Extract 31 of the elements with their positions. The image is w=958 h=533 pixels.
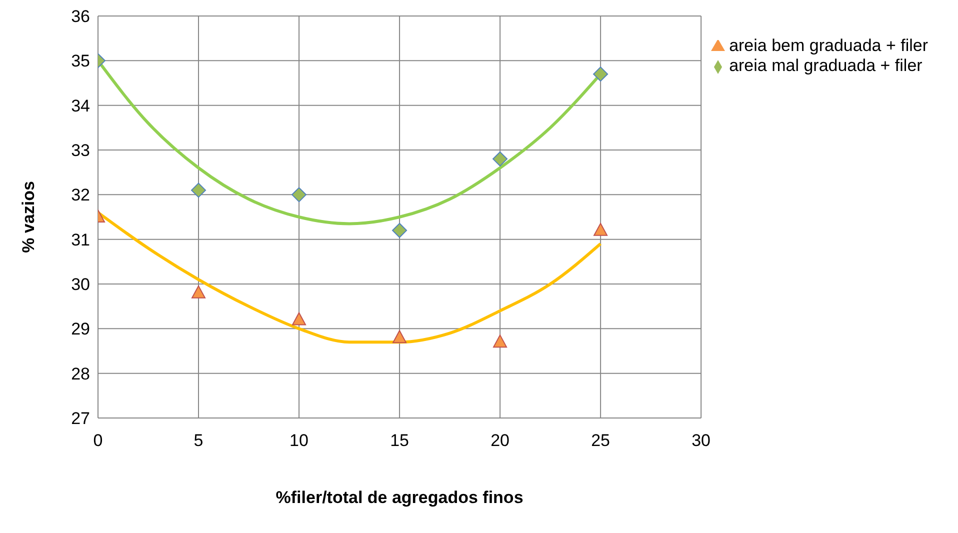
y-axis-title: % vazios	[19, 181, 38, 253]
legend-label: areia bem graduada + filer	[729, 36, 928, 55]
point	[492, 151, 508, 166]
y-tick-label: 35	[71, 52, 90, 71]
x-tick-label: 10	[290, 431, 308, 450]
point	[292, 312, 306, 326]
point	[292, 187, 307, 202]
x-tick-label: 30	[692, 431, 711, 450]
y-tick-label: 30	[71, 275, 90, 294]
x-tick-label: 15	[390, 431, 409, 450]
y-tick-label: 31	[71, 230, 90, 250]
x-axis-title: %filer/total de agregados finos	[276, 488, 524, 507]
point	[593, 66, 608, 82]
point	[392, 330, 407, 344]
y-tick-label: 36	[71, 7, 90, 26]
point	[594, 222, 608, 236]
x-tick-label: 5	[194, 431, 204, 450]
y-tick-label: 28	[71, 364, 90, 384]
y-tick-label: 27	[71, 409, 90, 428]
legend-label: areia mal graduada + filer	[729, 56, 922, 75]
x-tick-label: 20	[490, 431, 510, 450]
point	[192, 285, 206, 298]
point	[191, 182, 206, 198]
x-tick-label: 25	[591, 431, 610, 450]
y-tick-label: 33	[71, 141, 90, 160]
x-tick-label: 0	[93, 431, 103, 450]
y-tick-label: 34	[71, 96, 90, 116]
y-tick-label: 32	[71, 186, 90, 205]
y-tick-label: 29	[71, 320, 90, 339]
point	[392, 222, 408, 238]
point	[493, 334, 508, 348]
